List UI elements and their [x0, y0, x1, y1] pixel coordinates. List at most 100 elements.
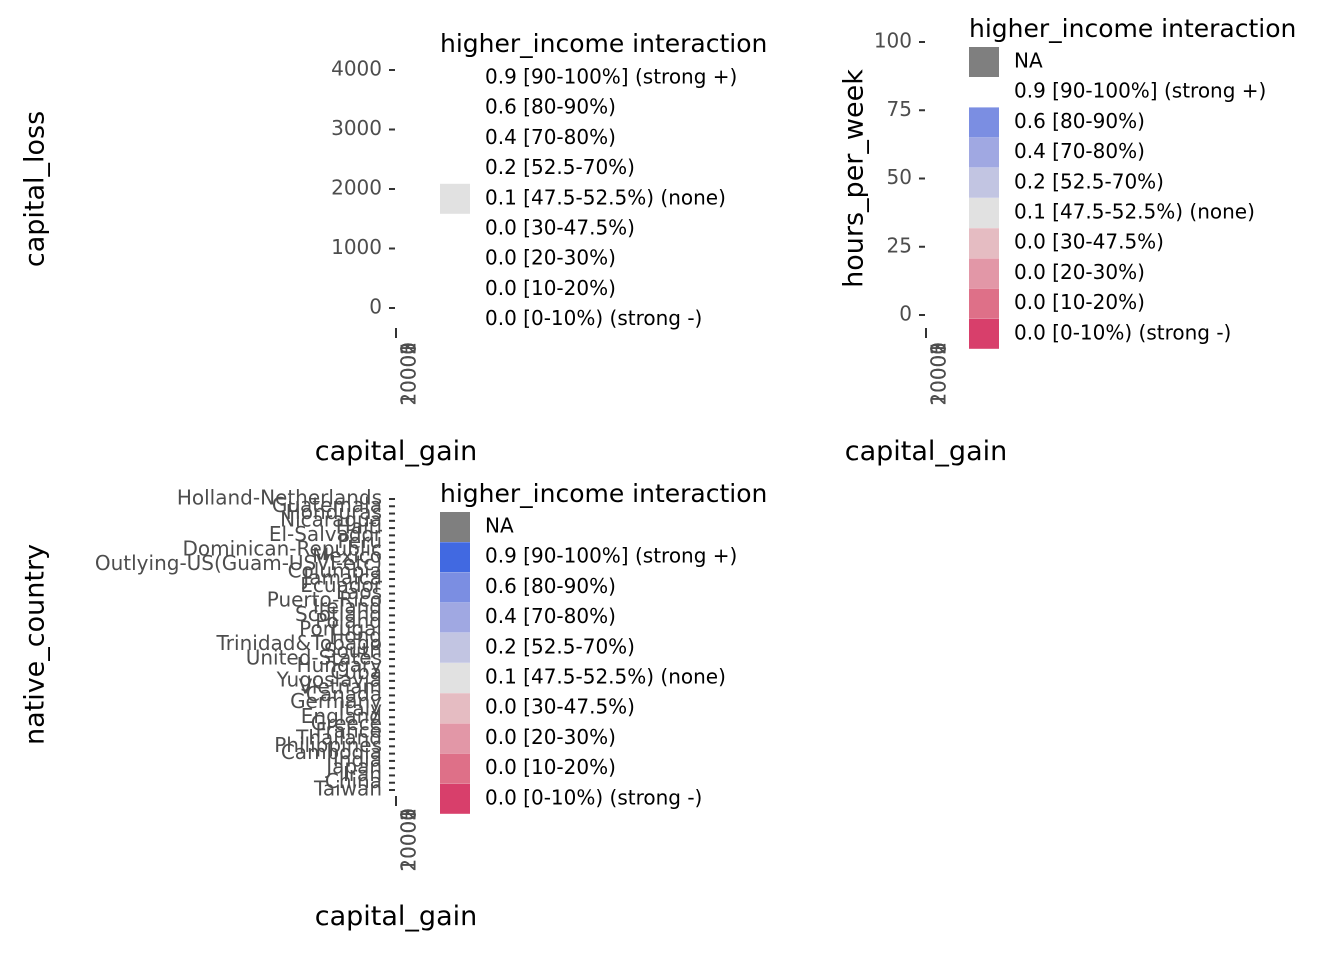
legend-swatch [969, 228, 999, 259]
y-category-label: Cambodia [281, 740, 382, 764]
y-category-label: Cuba [330, 660, 382, 684]
y-category-label: Canada [306, 682, 382, 706]
legend-label: 0.1 [47.5-52.5%) (none) [485, 185, 726, 209]
x-tick-label: 5 [397, 808, 421, 821]
y-category-label: Japan [324, 755, 382, 779]
legend: higher_income interaction NA 0.9 [90-100%]… [969, 14, 1296, 349]
y-category-label: Philippines [274, 733, 382, 757]
x-tick-label: 2 [397, 808, 421, 821]
y-category-label: China [325, 769, 382, 793]
chart-panel-1: capital_loss capital_gain 0 1000 2000 3000 400… [20, 29, 768, 467]
x-tick-label: 2 [397, 342, 421, 355]
legend-label: 0.9 [90-100%] (strong +) [485, 544, 737, 568]
legend-label: 0.2 [52.5-70%) [485, 634, 635, 658]
y-category-label: Trinidad&Tobago [216, 631, 382, 655]
x-axis-title: capital_gain [845, 436, 1007, 467]
legend-label: 0.2 [52.5-70%) [1014, 169, 1164, 193]
y-category-label: Portugal [299, 616, 382, 640]
legend-label: 0.9 [90-100%] (strong +) [1014, 79, 1266, 103]
y-category-label: Dominican-Republic [182, 536, 382, 560]
legend-label: 0.0 [20-30%) [485, 246, 616, 270]
y-category-label: Nicaragua [280, 507, 382, 531]
legend-label: 0.1 [47.5-52.5%) (none) [485, 665, 726, 689]
legend-label: 0.0 [30-47.5%) [1014, 230, 1164, 254]
legend-label: 0.0 [30-47.5%) [485, 216, 635, 240]
x-tick-label: 10000 [397, 808, 421, 872]
y-category-label: Thailand [295, 726, 382, 750]
y-category-label: Greece [311, 711, 382, 735]
legend-label: 0.6 [80-90%) [485, 574, 616, 598]
y-category-label: Poland [315, 609, 382, 633]
x-tick-label: 20000 [397, 808, 421, 872]
y-tick-label: 4000 [331, 57, 382, 81]
legend-swatch [440, 723, 470, 754]
legend-swatch [969, 107, 999, 138]
y-category-label: Holland-Netherlands [177, 486, 382, 510]
legend-label: 0.0 [20-30%) [485, 725, 616, 749]
legend-label: 0.9 [90-100%] (strong +) [485, 65, 737, 89]
y-category-label: Taiwan [313, 777, 382, 801]
x-tick-label: 20000 [927, 342, 951, 406]
y-category-label: France [315, 718, 382, 742]
x-tick-label: 10000 [397, 342, 421, 406]
legend-label: 0.0 [0-10%) (strong -) [485, 306, 702, 330]
chart-panel-3: native_country capital_gain Holland-Nether… [20, 479, 768, 932]
legend-label: NA [1014, 49, 1043, 73]
y-category-label: Puerto-Rico [267, 587, 382, 611]
legend-label: 0.0 [0-10%) (strong -) [485, 785, 702, 809]
legend-label: NA [485, 514, 514, 538]
y-tick-label: 1000 [331, 235, 382, 259]
legend-swatch [440, 632, 470, 663]
y-tick-label: 2000 [331, 176, 382, 200]
x-tick-label: 10000 [927, 342, 951, 406]
legend: higher_income interaction NA 0.9 [90-100%]… [440, 479, 767, 814]
x-tick-label: 20000 [397, 342, 421, 406]
legend-title: higher_income interaction [440, 29, 767, 58]
y-category-label: Vietnam [299, 675, 382, 699]
y-category-label: India [333, 747, 382, 771]
y-category-label: South [324, 638, 382, 662]
y-category-label: Ireland [313, 595, 382, 619]
y-category-label: Italy [339, 696, 383, 720]
y-category-label: Jamaica [301, 566, 382, 590]
x-tick-label: 5 [397, 342, 421, 355]
legend: higher_income interaction 0.9 [90-100%] (… [440, 29, 767, 330]
legend-swatch [440, 783, 470, 814]
legend-swatch [440, 753, 470, 784]
legend-swatch [969, 258, 999, 289]
legend-label: 0.0 [10-20%) [485, 755, 616, 779]
y-category-label: Germany [290, 689, 382, 713]
y-axis-title: native_country [20, 544, 51, 745]
x-tick-label: 1 [397, 808, 421, 821]
legend-label: 0.0 [20-30%) [1014, 260, 1145, 284]
x-axis-title: capital_gain [315, 901, 477, 932]
legend-label: 0.4 [70-80%) [1014, 139, 1145, 163]
y-category-label: El-Salvador [269, 522, 383, 546]
y-tick-label: 100 [874, 29, 912, 53]
y-tick-label: 75 [887, 97, 912, 121]
legend-swatch [440, 183, 470, 214]
x-tick-label: 1 [397, 342, 421, 355]
y-category-label: Outlying-US(Guam-USVI-etc) [95, 551, 382, 575]
legend-swatch [969, 47, 999, 77]
y-category-label: Columbia [288, 558, 382, 582]
y-tick-label: 50 [887, 165, 912, 189]
legend-label: 0.4 [70-80%) [485, 125, 616, 149]
y-category-label: Yugoslavia [276, 667, 382, 691]
y-category-label: Haiti [336, 515, 382, 539]
legend-title: higher_income interaction [440, 479, 767, 508]
y-category-label: Hong [329, 624, 382, 648]
y-tick-label: 3000 [331, 116, 382, 140]
y-category-label: Mexico [312, 544, 382, 568]
y-axis-title: capital_loss [20, 111, 51, 267]
legend-swatch [440, 572, 470, 603]
y-category-label: Honduras [286, 500, 382, 524]
legend-label: 0.0 [30-47.5%) [485, 695, 635, 719]
legend-swatch [440, 512, 470, 542]
y-tick-label: 0 [899, 302, 912, 326]
y-category-label: United-States [246, 646, 382, 670]
legend-label: 0.1 [47.5-52.5%) (none) [1014, 200, 1255, 224]
legend-label: 0.4 [70-80%) [485, 604, 616, 628]
y-category-label: Ecuador [300, 573, 382, 597]
